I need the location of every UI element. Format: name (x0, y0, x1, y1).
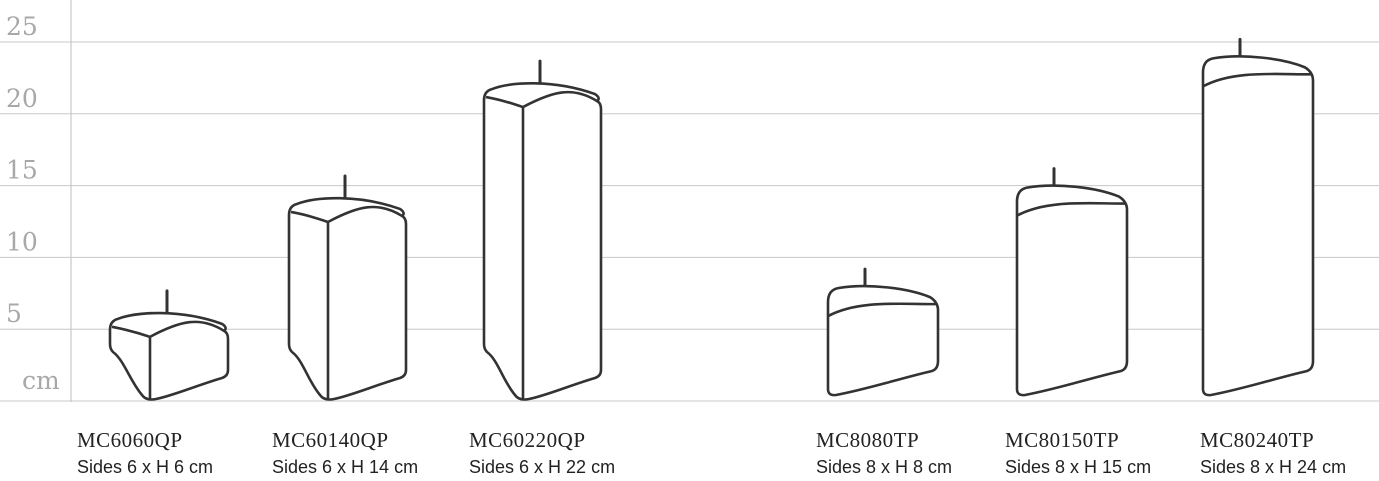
candle-illustration-2 (482, 59, 603, 401)
product-dimensions: Sides 8 x H 15 cm (1005, 457, 1152, 477)
tick-label: 5 (6, 299, 22, 328)
candle-body (1201, 55, 1315, 397)
tick-label: 10 (6, 227, 38, 256)
candle-illustration-1 (287, 174, 408, 401)
candle-body (1015, 184, 1129, 397)
product-code: MC60140QP (272, 428, 389, 452)
product-code: MC8080TP (816, 428, 920, 452)
product-code: MC60220QP (469, 428, 586, 452)
product-code: MC80240TP (1200, 428, 1315, 452)
product-dimensions: Sides 6 x H 14 cm (272, 457, 419, 477)
product-dimensions: Sides 6 x H 22 cm (469, 457, 616, 477)
candle-body (108, 311, 230, 401)
product-dimensions: Sides 8 x H 24 cm (1200, 457, 1347, 477)
candle-body (826, 284, 940, 397)
candle-illustration-5 (1201, 37, 1315, 397)
candle-body (287, 196, 408, 401)
product-code: MC6060QP (77, 428, 183, 452)
candle-illustration-4 (1015, 167, 1129, 397)
candle-illustration-3 (826, 267, 940, 397)
candle-body (482, 82, 603, 401)
product-dimensions: Sides 8 x H 8 cm (816, 457, 953, 477)
tick-label: 25 (6, 12, 38, 41)
tick-label: 20 (6, 84, 38, 113)
product-dimensions: Sides 6 x H 6 cm (77, 457, 214, 477)
candle-illustration-0 (108, 289, 230, 401)
tick-label: 15 (6, 156, 38, 185)
unit-label: cm (22, 366, 60, 395)
product-code: MC80150TP (1005, 428, 1120, 452)
